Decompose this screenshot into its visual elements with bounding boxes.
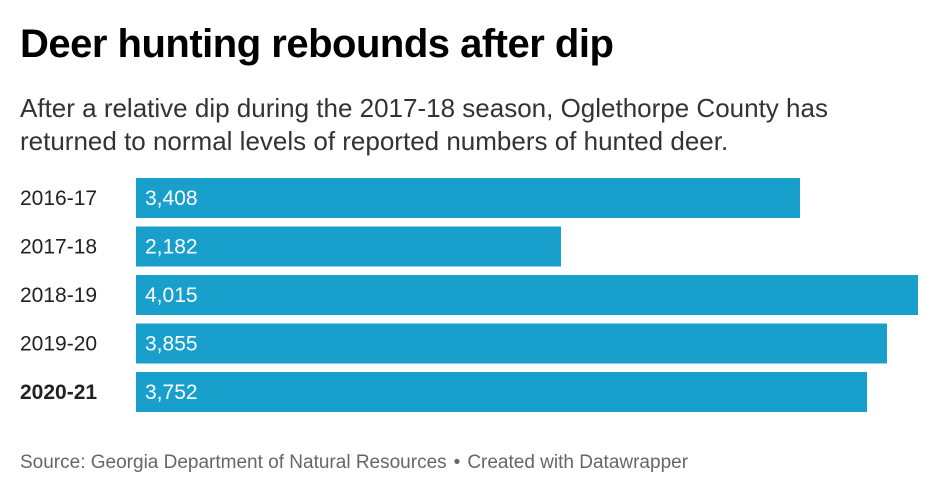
bar (136, 178, 800, 218)
value-label: 4,015 (145, 284, 198, 307)
footer-separator: • (453, 452, 461, 473)
chart-subtitle: After a relative dip during the 2017-18 … (20, 93, 828, 156)
source-note: Source: Georgia Department of Natural Re… (20, 452, 447, 473)
credit-note: Created with Datawrapper (467, 452, 689, 473)
bar (136, 226, 561, 267)
category-label: 2020-21 (20, 381, 97, 404)
chart-title: Deer hunting rebounds after dip (20, 22, 614, 66)
value-label: 2,182 (145, 236, 198, 259)
category-label: 2019-20 (20, 333, 97, 356)
value-label: 3,752 (145, 381, 198, 404)
bar (136, 275, 918, 315)
category-label: 2018-19 (20, 284, 97, 307)
category-label: 2017-18 (20, 236, 97, 259)
bar (136, 372, 867, 412)
category-label: 2016-17 (20, 187, 97, 210)
chart-footer: Source: Georgia Department of Natural Re… (20, 452, 688, 474)
bar-chart: 2016-17 3,408 2017-18 2,182 2018-19 4,015 2019… (20, 178, 918, 412)
value-label: 3,408 (145, 187, 198, 210)
value-label: 3,855 (145, 333, 198, 356)
bar (136, 323, 887, 364)
